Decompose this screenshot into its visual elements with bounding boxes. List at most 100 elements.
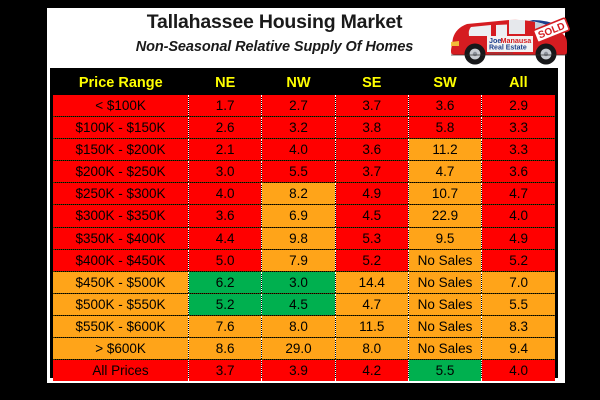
supply-cell: 3.3 [481, 116, 555, 140]
price-range-label: $450K - $500K [53, 271, 190, 294]
price-range-label: $500K - $550K [53, 293, 190, 316]
supply-cell: No Sales [408, 293, 483, 316]
supply-cell: No Sales [408, 315, 483, 339]
supply-cell: 5.3 [335, 227, 409, 250]
supply-cell: 3.6 [188, 204, 263, 228]
table-row: $400K - $450K 5.0 7.9 5.2 No Sales 5.2 [53, 249, 555, 272]
table-row: All Prices 3.7 3.9 4.2 5.5 4.0 [53, 359, 555, 382]
table-header-row: Price Range NE NW SE SW All [53, 71, 555, 95]
supply-cell: 9.8 [261, 227, 336, 250]
supply-cell: 10.7 [408, 182, 483, 206]
supply-cell: 6.9 [261, 204, 336, 228]
supply-cell: 3.2 [261, 116, 336, 140]
table-row: > $600K 8.6 29.0 8.0 No Sales 9.4 [53, 337, 555, 361]
supply-cell: 7.0 [481, 271, 555, 294]
table-row: $500K - $550K 5.2 4.5 4.7 No Sales 5.5 [53, 293, 555, 316]
supply-cell: 8.0 [261, 315, 336, 339]
price-range-label: > $600K [53, 337, 190, 361]
table-row: $250K - $300K 4.0 8.2 4.9 10.7 4.7 [53, 182, 555, 206]
supply-cell: 8.0 [335, 337, 409, 361]
supply-cell: 2.9 [481, 95, 555, 118]
supply-cell: 8.6 [188, 337, 263, 361]
supply-cell: 4.2 [335, 359, 409, 382]
supply-cell: 4.0 [481, 204, 555, 228]
price-range-label: $350K - $400K [53, 227, 190, 250]
column-header-se: SE [335, 71, 409, 95]
relative-supply-table: Price Range NE NW SE SW All < $100K 1.7 2.7 3.7 3… [53, 71, 555, 382]
supply-cell: 5.5 [408, 359, 483, 382]
supply-cell: 29.0 [261, 337, 336, 361]
supply-cell: 11.2 [408, 138, 483, 162]
supply-cell: 7.9 [261, 249, 336, 272]
price-range-label: $250K - $300K [53, 182, 190, 206]
supply-cell: 5.5 [481, 293, 555, 316]
supply-cell: 8.2 [261, 182, 336, 206]
supply-cell: 22.9 [408, 204, 483, 228]
joe-manausa-real-estate-logo: Joe Manausa Real Estate www.manausa.com … [443, 10, 571, 68]
column-header-all: All [481, 71, 555, 95]
supply-cell: 3.9 [261, 359, 336, 382]
svg-text:Manausa: Manausa [501, 36, 533, 45]
supply-cell: 5.2 [335, 249, 409, 272]
supply-cell: 5.8 [408, 116, 483, 140]
page-title: Tallahassee Housing Market [146, 11, 403, 33]
page-subtitle: Non-Seasonal Relative Supply Of Homes [135, 39, 414, 55]
slide-card: Tallahassee Housing Market Non-Seasonal … [47, 8, 570, 383]
supply-cell: 5.0 [188, 249, 263, 272]
supply-cell: 7.6 [188, 315, 263, 339]
supply-cell: No Sales [408, 249, 483, 272]
supply-cell: 4.0 [481, 359, 555, 382]
supply-cell: No Sales [408, 337, 483, 361]
supply-cell: 4.9 [481, 227, 555, 250]
table-head: Price Range NE NW SE SW All [53, 71, 555, 95]
price-range-label: $100K - $150K [53, 116, 190, 140]
supply-cell: 11.5 [335, 315, 409, 339]
supply-cell: 3.7 [335, 95, 409, 118]
supply-cell: 3.0 [261, 271, 336, 294]
supply-cell: 5.2 [481, 249, 555, 272]
supply-cell: 3.3 [481, 138, 555, 162]
price-range-label: $300K - $350K [53, 204, 190, 228]
price-range-label: $550K - $600K [53, 315, 190, 339]
red-suv-car-icon: Joe Manausa Real Estate www.manausa.com … [451, 17, 570, 65]
supply-cell: 3.0 [188, 160, 263, 184]
table-row: $150K - $200K 2.1 4.0 3.6 11.2 3.3 [53, 138, 555, 162]
column-header-nw: NW [261, 71, 336, 95]
table-row: $300K - $350K 3.6 6.9 4.5 22.9 4.0 [53, 204, 555, 228]
supply-cell: 5.2 [188, 293, 263, 316]
supply-cell: No Sales [408, 271, 483, 294]
supply-cell: 5.5 [261, 160, 336, 184]
supply-cell: 3.8 [335, 116, 409, 140]
supply-cell: 4.7 [408, 160, 483, 184]
price-range-label: $150K - $200K [53, 138, 190, 162]
supply-cell: 14.4 [335, 271, 409, 294]
supply-cell: 2.1 [188, 138, 263, 162]
price-range-label: $400K - $450K [53, 249, 190, 272]
header-area: Tallahassee Housing Market Non-Seasonal … [47, 8, 570, 66]
supply-cell: 3.6 [335, 138, 409, 162]
table-row: < $100K 1.7 2.7 3.7 3.6 2.9 [53, 95, 555, 118]
supply-cell: 4.4 [188, 227, 263, 250]
supply-cell: 4.5 [261, 293, 336, 316]
price-range-label: < $100K [53, 95, 190, 118]
supply-cell: 9.4 [481, 337, 555, 361]
supply-cell: 3.6 [408, 95, 483, 118]
supply-cell: 4.7 [481, 182, 555, 206]
table-row: $100K - $150K 2.6 3.2 3.8 5.8 3.3 [53, 116, 555, 140]
table-row: $200K - $250K 3.0 5.5 3.7 4.7 3.6 [53, 160, 555, 184]
table-body: < $100K 1.7 2.7 3.7 3.6 2.9 $100K - $150K 2.6 3.… [53, 95, 555, 382]
supply-cell: 9.5 [408, 227, 483, 250]
column-header-price-range: Price Range [53, 71, 189, 95]
svg-text:Joe: Joe [489, 36, 501, 45]
supply-cell: 8.3 [481, 315, 555, 339]
column-header-ne: NE [188, 71, 262, 95]
supply-cell: 3.7 [335, 160, 409, 184]
supply-cell: 4.0 [188, 182, 263, 206]
supply-cell: 2.6 [188, 116, 263, 140]
svg-text:Real Estate: Real Estate [489, 45, 527, 52]
supply-cell: 4.7 [335, 293, 409, 316]
svg-text:www.manausa.com: www.manausa.com [489, 51, 514, 55]
table-row: $550K - $600K 7.6 8.0 11.5 No Sales 8.3 [53, 315, 555, 339]
supply-cell: 1.7 [188, 95, 263, 118]
